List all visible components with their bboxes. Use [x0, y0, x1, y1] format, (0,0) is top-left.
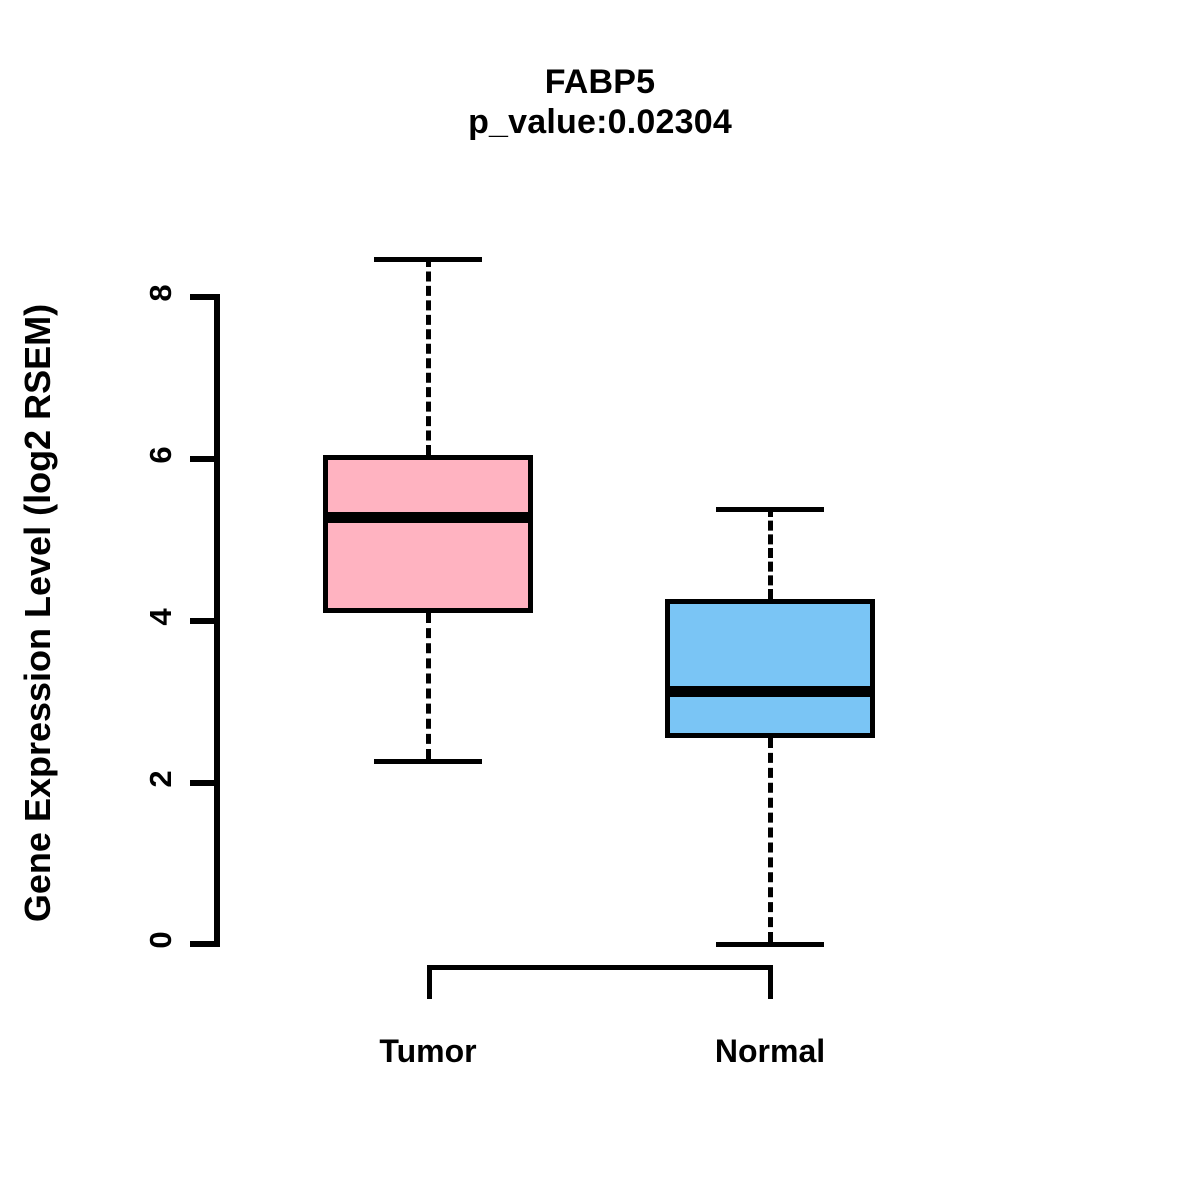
- whisker-lower-normal: [767, 738, 773, 942]
- y-tick-2: [190, 780, 220, 786]
- whisker-cap-upper-normal: [716, 507, 824, 513]
- whisker-cap-upper-tumor: [374, 257, 482, 263]
- whisker-upper-tumor: [425, 257, 431, 455]
- x-tick-tumor: [427, 965, 432, 999]
- y-tick-label-6: 6: [143, 446, 178, 464]
- box-normal: [665, 598, 875, 739]
- median-line-tumor: [323, 511, 533, 523]
- title-block: FABP5 p_value:0.02304: [0, 62, 1200, 142]
- y-tick-label-0: 0: [143, 931, 178, 949]
- y-tick-0: [190, 941, 220, 947]
- x-tick-label-normal: Normal: [714, 1033, 826, 1069]
- y-tick-label-4: 4: [143, 608, 178, 626]
- y-tick-label-8: 8: [143, 284, 178, 302]
- y-tick-label-2: 2: [143, 770, 178, 788]
- y-axis-title: Gene Expression Level (log2 RSEM): [17, 303, 58, 923]
- x-axis-line: [427, 965, 773, 970]
- y-tick-8: [190, 294, 220, 300]
- page-title: FABP5: [544, 63, 656, 101]
- chart-subtitle-pvalue: p_value:0.02304: [468, 103, 732, 142]
- box-tumor: [323, 454, 533, 614]
- y-tick-6: [190, 456, 220, 462]
- median-line-normal: [665, 686, 875, 698]
- whisker-cap-lower-tumor: [374, 758, 482, 764]
- x-tick-label-tumor: Tumor: [379, 1033, 477, 1069]
- x-tick-normal: [768, 965, 773, 999]
- whisker-upper-normal: [767, 507, 773, 599]
- whisker-cap-lower-normal: [716, 941, 824, 947]
- y-tick-4: [190, 618, 220, 624]
- whisker-lower-tumor: [425, 613, 431, 759]
